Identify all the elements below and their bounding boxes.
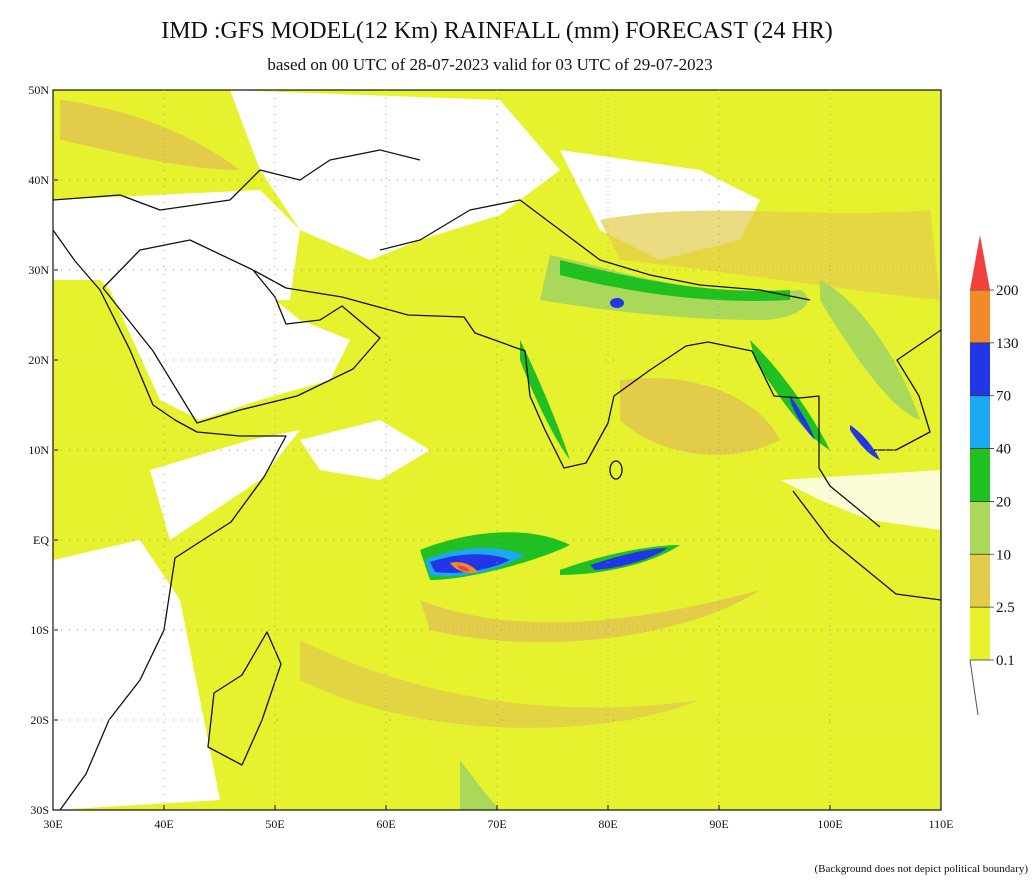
title: IMD :GFS MODEL(12 Km) RAINFALL (mm) FORE…	[161, 18, 833, 44]
lon-tick-label: 40E	[154, 817, 173, 831]
lon-tick-label: 110E	[929, 817, 954, 831]
colorbar-bin	[970, 501, 990, 555]
colorbar-bin	[970, 395, 990, 449]
colorbar-label: 70	[996, 389, 1011, 405]
lat-tick-label: 30N	[28, 263, 49, 277]
colorbar-label: 40	[996, 442, 1011, 458]
lat-tick-label: 20S	[30, 713, 49, 727]
footnote: (Background does not depict political bo…	[814, 863, 1028, 875]
colorbar-label: 0.1	[996, 653, 1015, 669]
colorbar-label: 20	[996, 494, 1011, 510]
lon-tick-label: 60E	[376, 817, 395, 831]
lon-tick-label: 90E	[709, 817, 728, 831]
lat-tick-label: 50N	[28, 83, 49, 97]
lon-tick-label: 100E	[817, 817, 842, 831]
colorbar-bin	[970, 554, 990, 608]
lon-tick-label: 80E	[598, 817, 617, 831]
lat-tick-label: 40N	[28, 173, 49, 187]
lon-tick-label: 30E	[43, 817, 62, 831]
colorbar-bin	[970, 607, 990, 660]
subtitle: based on 00 UTC of 28-07-2023 valid for …	[267, 55, 712, 74]
colorbar: 0.1 2.5 10 20 40 70 130 200	[970, 235, 1019, 669]
colorbar-label: 130	[996, 336, 1019, 352]
lat-tick-label: 10S	[30, 623, 49, 637]
lat-tick-label: EQ	[33, 533, 49, 547]
colorbar-label: 10	[996, 547, 1011, 563]
colorbar-bin	[970, 290, 990, 343]
lon-tick-label: 50E	[265, 817, 284, 831]
colorbar-overflow	[970, 235, 990, 290]
colorbar-bin	[970, 448, 990, 502]
colorbar-label: 2.5	[996, 600, 1015, 616]
colorbar-tail	[969, 659, 979, 716]
lat-tick-label: 20N	[28, 353, 49, 367]
lat-tick-label: 10N	[28, 443, 49, 457]
colorbar-bin	[970, 342, 990, 396]
lat-tick-label: 30S	[30, 803, 49, 817]
lon-tick-label: 70E	[487, 817, 506, 831]
colorbar-label: 200	[996, 283, 1019, 299]
